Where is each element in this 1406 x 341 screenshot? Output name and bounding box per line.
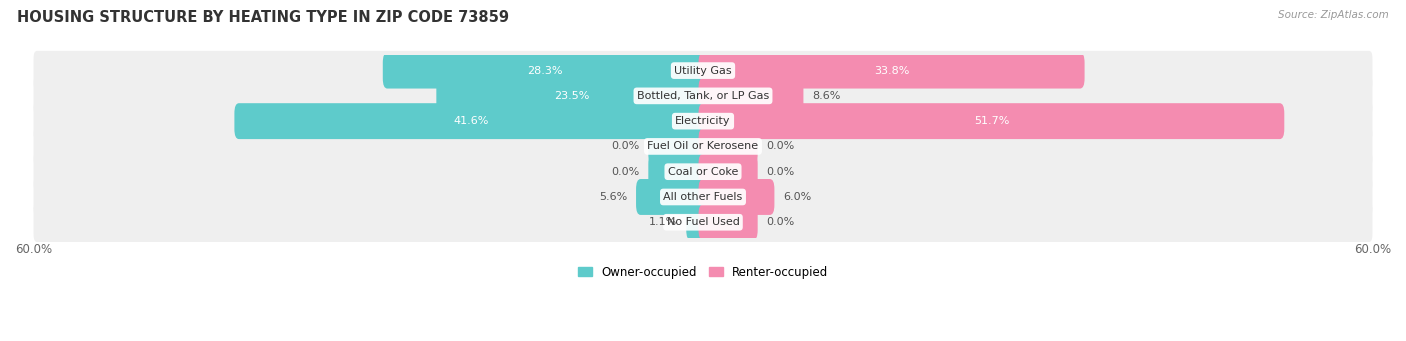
FancyBboxPatch shape: [34, 152, 1372, 191]
FancyBboxPatch shape: [699, 53, 1084, 89]
Text: All other Fuels: All other Fuels: [664, 192, 742, 202]
FancyBboxPatch shape: [34, 101, 1372, 141]
Text: Fuel Oil or Kerosene: Fuel Oil or Kerosene: [647, 142, 759, 151]
FancyBboxPatch shape: [686, 204, 707, 240]
Text: 0.0%: 0.0%: [766, 142, 794, 151]
Text: 33.8%: 33.8%: [875, 65, 910, 76]
Text: Utility Gas: Utility Gas: [675, 65, 731, 76]
Legend: Owner-occupied, Renter-occupied: Owner-occupied, Renter-occupied: [572, 261, 834, 283]
Text: 23.5%: 23.5%: [554, 91, 589, 101]
Text: 8.6%: 8.6%: [813, 91, 841, 101]
FancyBboxPatch shape: [34, 177, 1372, 217]
Text: 1.1%: 1.1%: [650, 217, 678, 227]
FancyBboxPatch shape: [699, 179, 775, 215]
FancyBboxPatch shape: [34, 51, 1372, 90]
FancyBboxPatch shape: [648, 154, 707, 190]
FancyBboxPatch shape: [34, 203, 1372, 242]
Text: 0.0%: 0.0%: [612, 142, 640, 151]
FancyBboxPatch shape: [699, 78, 803, 114]
FancyBboxPatch shape: [636, 179, 707, 215]
FancyBboxPatch shape: [699, 103, 1284, 139]
FancyBboxPatch shape: [34, 127, 1372, 166]
Text: 5.6%: 5.6%: [599, 192, 627, 202]
Text: 6.0%: 6.0%: [783, 192, 811, 202]
Text: 51.7%: 51.7%: [974, 116, 1010, 126]
Text: 0.0%: 0.0%: [766, 167, 794, 177]
Text: Electricity: Electricity: [675, 116, 731, 126]
FancyBboxPatch shape: [382, 53, 707, 89]
Text: 28.3%: 28.3%: [527, 65, 562, 76]
Text: 0.0%: 0.0%: [766, 217, 794, 227]
FancyBboxPatch shape: [699, 154, 758, 190]
Text: Coal or Coke: Coal or Coke: [668, 167, 738, 177]
FancyBboxPatch shape: [699, 204, 758, 240]
Text: 41.6%: 41.6%: [453, 116, 489, 126]
Text: Source: ZipAtlas.com: Source: ZipAtlas.com: [1278, 10, 1389, 20]
FancyBboxPatch shape: [699, 129, 758, 164]
FancyBboxPatch shape: [34, 76, 1372, 116]
Text: HOUSING STRUCTURE BY HEATING TYPE IN ZIP CODE 73859: HOUSING STRUCTURE BY HEATING TYPE IN ZIP…: [17, 10, 509, 25]
FancyBboxPatch shape: [436, 78, 707, 114]
Text: No Fuel Used: No Fuel Used: [666, 217, 740, 227]
FancyBboxPatch shape: [648, 129, 707, 164]
Text: 0.0%: 0.0%: [612, 167, 640, 177]
Text: Bottled, Tank, or LP Gas: Bottled, Tank, or LP Gas: [637, 91, 769, 101]
FancyBboxPatch shape: [235, 103, 707, 139]
